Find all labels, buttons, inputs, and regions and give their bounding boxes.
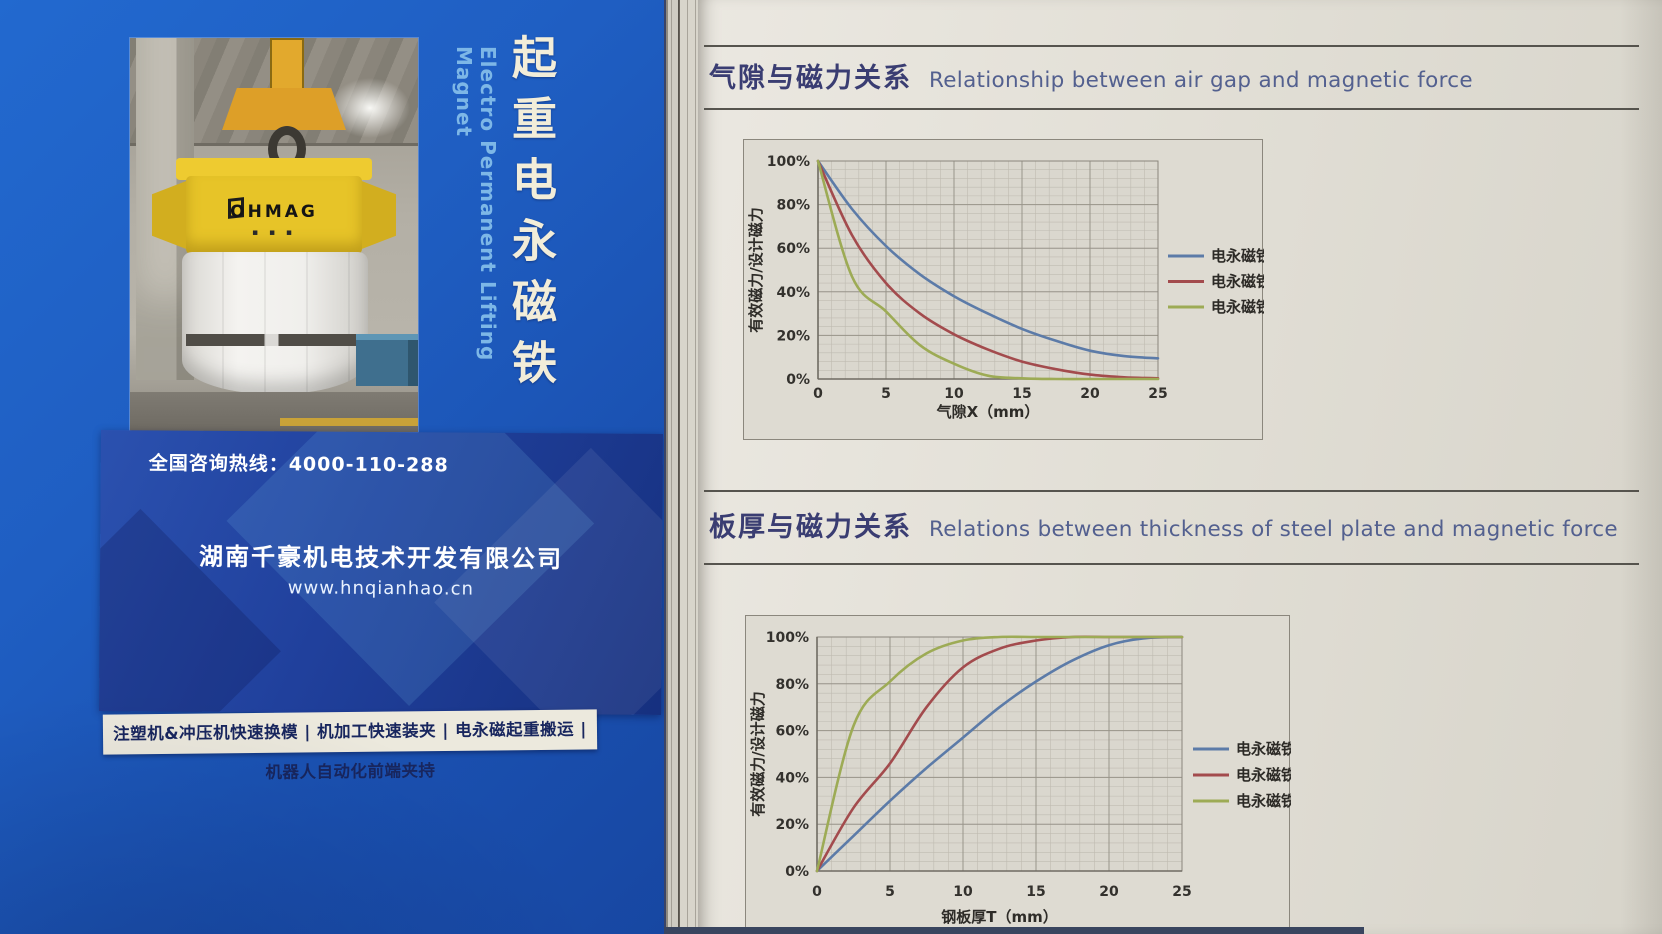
hotline-text: 全国咨询热线：4000-110-288 — [148, 452, 449, 477]
card-diamond-decoration — [99, 508, 281, 715]
legend-label: 电永磁铁2 — [1211, 273, 1264, 291]
warehouse-floor — [130, 392, 418, 432]
x-tick-label: 5 — [885, 884, 895, 900]
y-tick-label: 60% — [775, 724, 809, 740]
cover-title-chinese: 起重电永磁铁 — [504, 34, 557, 400]
magnet-side-right — [354, 178, 396, 252]
magnet-top-plate — [176, 158, 372, 180]
chart-air-gap-vs-magnetic-force: 0 5 10 15 20 25 0% 20% 40% 60% 80% 100% 气隙X（mm） 有效磁力/… — [743, 139, 1264, 440]
floor-rail — [280, 418, 418, 426]
x-tick-label: 5 — [881, 386, 891, 402]
y-tick-label: 20% — [776, 328, 810, 344]
magnet-side-left — [152, 178, 194, 252]
coil-strap — [186, 334, 364, 347]
y-tick-label: 20% — [775, 817, 809, 833]
x-tick-label: 10 — [944, 386, 964, 402]
y-axis-title: 有效磁力/设计磁力 — [749, 691, 767, 816]
cover-title-english: Electro Permanent Lifting Magnet — [452, 46, 500, 362]
series-line — [815, 635, 1184, 873]
desk-edge — [664, 927, 1364, 934]
section-title-english: Relations between thickness of steel pla… — [929, 517, 1618, 542]
ohmag-logo-icon — [228, 197, 244, 219]
services-banner: 注塑机&冲压机快速换模 | 机加工快速装夹 | 电永磁起重搬运 | 机器人自动化… — [102, 709, 598, 782]
concrete-pillar — [136, 38, 194, 380]
contact-card: 全国咨询热线：4000-110-288 湖南千豪机电技术开发有限公司 www.h… — [99, 430, 663, 715]
section-heading-thickness: 板厚与磁力关系 Relations between thickness of s… — [704, 490, 1639, 565]
x-axis-title: 钢板厚T（mm） — [941, 908, 1058, 926]
legend-label: 电永磁铁3 — [1211, 298, 1264, 316]
chart-svg: 0 5 10 15 20 25 0% 20% 40% 60% 80% 100% 钢板厚T（mm） 有效磁力… — [749, 630, 1291, 926]
x-tick-label: 15 — [1012, 386, 1031, 402]
y-tick-label: 60% — [776, 241, 810, 257]
website-url[interactable]: www.hnqianhao.cn — [287, 577, 474, 600]
x-tick-label: 25 — [1172, 884, 1191, 900]
catalog-page: 气隙与磁力关系 Relationship between air gap and… — [698, 0, 1662, 934]
section-title-chinese: 板厚与磁力关系 — [709, 512, 912, 543]
warehouse-ceiling — [130, 38, 418, 146]
y-axis-title: 有效磁力/设计磁力 — [747, 207, 765, 332]
coil-seams — [182, 252, 368, 394]
x-tick-label: 0 — [812, 884, 822, 900]
legend-label: 电永磁铁3 — [1236, 792, 1291, 810]
x-tick-label: 10 — [953, 884, 973, 900]
section-title-chinese: 气隙与磁力关系 — [709, 63, 912, 94]
y-tick-label: 100% — [767, 154, 810, 170]
y-tick-label: 40% — [775, 770, 809, 786]
x-tick-label: 15 — [1026, 884, 1045, 900]
card-diamond-decoration — [226, 430, 595, 707]
chart-svg: 0 5 10 15 20 25 0% 20% 40% 60% 80% 100% 气隙X（mm） 有效磁力/… — [747, 154, 1264, 421]
card-diamond-decoration — [434, 447, 663, 715]
company-name: 湖南千豪机电技术开发有限公司 — [199, 542, 564, 574]
series-line — [816, 159, 1160, 381]
crane-hoist — [270, 38, 304, 94]
y-tick-label: 80% — [775, 677, 809, 693]
machine-logo-text: OHMAG — [230, 202, 318, 222]
background-machinery — [356, 334, 418, 386]
x-tick-label: 20 — [1099, 884, 1119, 900]
chart-plate-thickness-vs-magnetic-force: 0 5 10 15 20 25 0% 20% 40% 60% 80% 100% 钢板厚T（mm） 有效磁力… — [745, 615, 1291, 934]
x-tick-label: 25 — [1148, 386, 1167, 402]
lifting-magnet-body: OHMAG ▪ ▪ ▪ — [186, 176, 362, 254]
y-tick-label: 40% — [776, 285, 810, 301]
x-axis-title: 气隙X（mm） — [936, 403, 1040, 421]
series-line — [815, 635, 1184, 873]
warehouse-wall — [130, 38, 418, 432]
legend-label: 电永磁铁1 — [1236, 740, 1291, 758]
section-heading-airgap: 气隙与磁力关系 Relationship between air gap and… — [704, 45, 1639, 110]
y-tick-label: 80% — [776, 198, 810, 214]
page-stack-edge — [664, 0, 698, 934]
crane-crossbeam — [222, 88, 346, 130]
machine-logo-subtext: ▪ ▪ ▪ — [251, 228, 297, 238]
cover-photo: OHMAG ▪ ▪ ▪ — [130, 38, 418, 432]
brochure-cover: OHMAG ▪ ▪ ▪ Electro Permanent Lifting Ma… — [0, 0, 666, 934]
y-tick-label: 0% — [785, 864, 809, 880]
x-tick-label: 0 — [813, 386, 823, 402]
ceiling-light — [330, 78, 410, 138]
legend-label: 电永磁铁1 — [1211, 247, 1264, 265]
y-tick-label: 0% — [786, 372, 810, 388]
series-line — [816, 159, 1160, 380]
steel-coil — [182, 252, 368, 394]
section-title-english: Relationship between air gap and magneti… — [929, 68, 1473, 93]
legend-label: 电永磁铁2 — [1236, 766, 1291, 784]
lifting-ring — [268, 126, 306, 172]
x-tick-label: 20 — [1080, 386, 1100, 402]
y-tick-label: 100% — [766, 630, 809, 646]
series-line — [816, 159, 1160, 360]
